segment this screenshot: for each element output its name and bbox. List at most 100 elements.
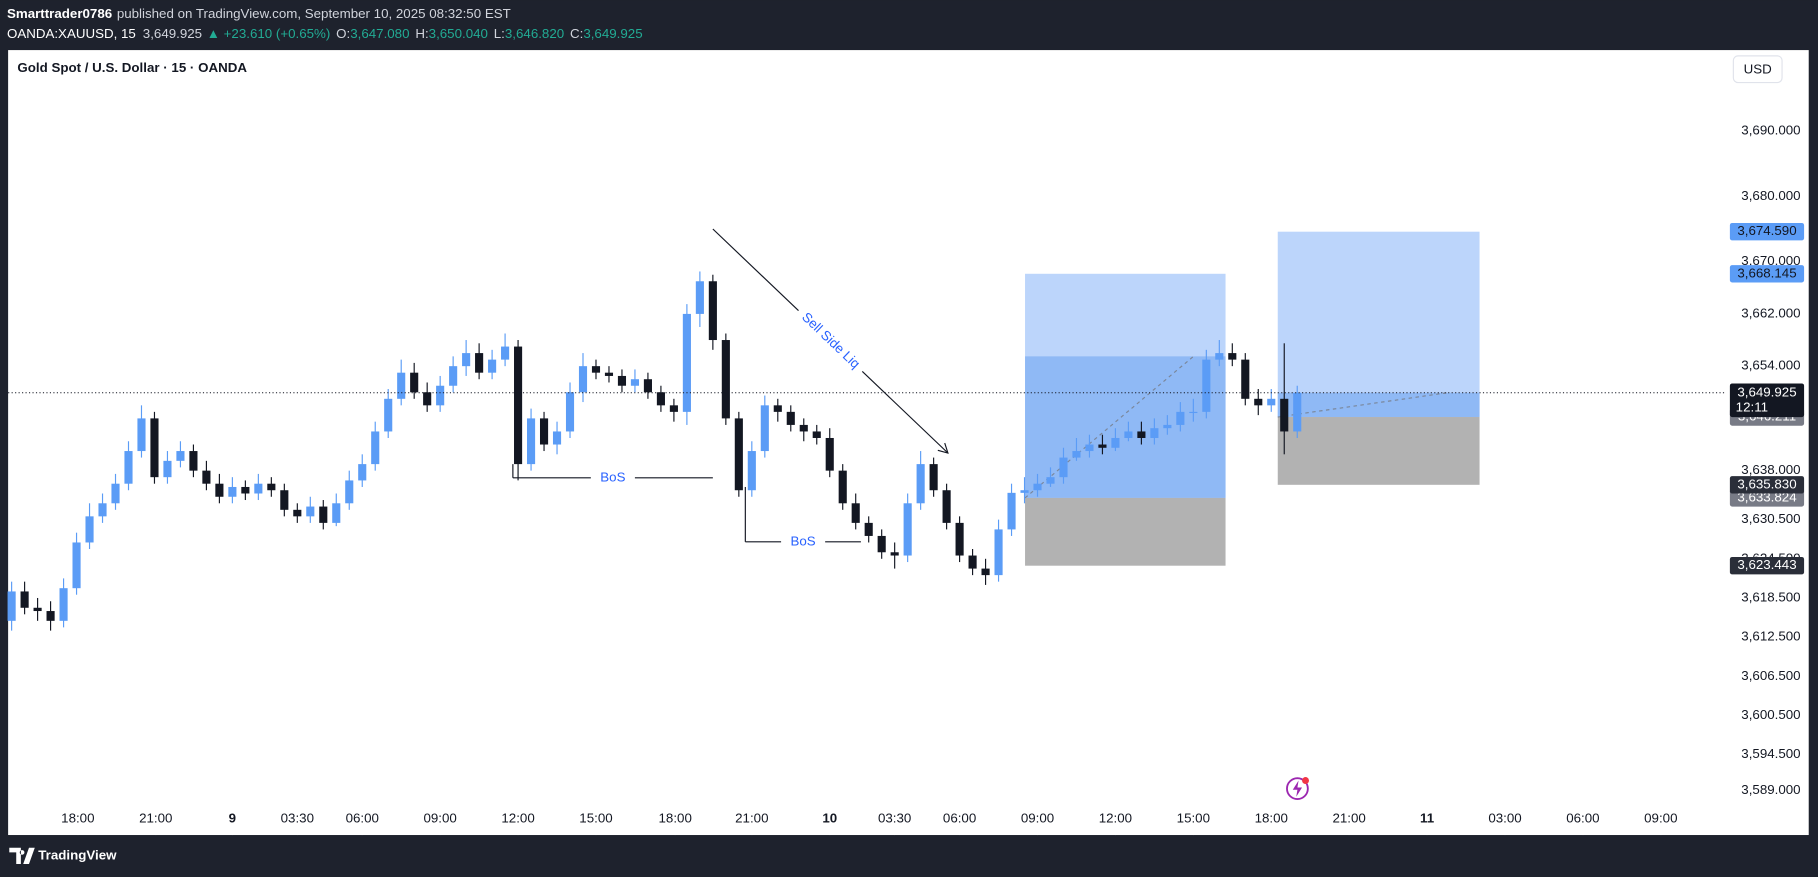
candle-body <box>150 418 159 478</box>
price-tag <box>1729 265 1805 283</box>
bos-label: BoS <box>600 469 625 484</box>
candle-body <box>488 359 497 373</box>
candle-body <box>371 431 380 465</box>
countdown: 12:11 <box>1736 399 1768 414</box>
price-tag <box>1729 557 1805 575</box>
logo-mark <box>9 847 35 865</box>
price-tag-label: 3,668.145 <box>1737 265 1796 280</box>
candle-body <box>293 509 302 517</box>
x-tick-label: 15:00 <box>579 810 612 825</box>
candle-body <box>578 366 588 393</box>
candle-body <box>384 398 393 432</box>
y-tick-label: 3,680.000 <box>1741 188 1800 203</box>
ohlc-key: O: <box>336 25 350 40</box>
candle-body <box>1111 437 1120 448</box>
x-tick-label: 18:00 <box>659 810 692 825</box>
y-tick-label: 3,594.500 <box>1741 746 1800 761</box>
candle-body <box>345 480 354 504</box>
candle-body <box>682 313 691 412</box>
candle-body <box>708 281 717 341</box>
candle-body <box>1228 353 1237 360</box>
candle-body <box>1085 444 1094 452</box>
ohlc-value: 3,650.040 <box>429 25 488 40</box>
candle-body <box>643 379 652 393</box>
price-tag <box>1729 489 1805 507</box>
alert-icon[interactable] <box>1286 777 1310 801</box>
x-tick-label: 21:00 <box>139 810 172 825</box>
candle-body <box>1098 444 1107 448</box>
symbol: OANDA:XAUUSD, 15 <box>7 25 136 40</box>
candle-body <box>773 405 782 412</box>
price-tag-label: 3,674.590 <box>1737 223 1796 238</box>
candle-body <box>319 506 328 523</box>
alert-dot <box>1302 777 1310 785</box>
candle-body <box>1215 353 1224 360</box>
candle-body <box>7 591 16 621</box>
y-tick-label: 3,606.500 <box>1741 668 1800 683</box>
candle-body <box>760 405 769 452</box>
candle-body <box>968 555 977 569</box>
candle-body <box>397 372 406 399</box>
y-tick-label: 3,630.500 <box>1741 511 1800 526</box>
x-tick-label: 10 <box>822 810 837 825</box>
chart-title: Gold Spot / U.S. Dollar · 15 · OANDA <box>17 60 247 75</box>
candle-body <box>436 385 445 406</box>
price-tag-label: 3,635.830 <box>1737 476 1796 491</box>
candle-body <box>501 346 510 360</box>
x-tick-label: 18:00 <box>1255 810 1288 825</box>
candle-body <box>475 353 484 373</box>
candle-body <box>1202 359 1211 412</box>
y-tick-label: 3,662.000 <box>1741 305 1800 320</box>
ohlc-key: H: <box>415 25 428 40</box>
candle-body <box>1241 359 1250 399</box>
candle-body <box>1072 451 1081 458</box>
x-tick-label: 09:00 <box>1021 810 1054 825</box>
candle-body <box>98 503 107 517</box>
candle-body <box>228 486 237 497</box>
candle-body <box>85 516 94 543</box>
candle-body <box>669 405 678 412</box>
y-tick-label: 3,690.000 <box>1741 123 1800 138</box>
alert-bolt <box>1292 780 1303 797</box>
price-tag <box>1729 476 1805 494</box>
currency-button[interactable] <box>1732 55 1783 84</box>
candle-body <box>942 490 951 523</box>
ohlc-value: 3,647.080 <box>350 25 409 40</box>
x-tick-label: 06:00 <box>943 810 976 825</box>
candle-body <box>734 418 743 491</box>
bos-label: BoS <box>791 533 816 548</box>
candle-body <box>604 372 614 376</box>
candle-body <box>111 483 120 504</box>
candle-body <box>514 346 523 465</box>
price-tag-label: 3,623.443 <box>1737 557 1796 572</box>
x-tick-label: 06:00 <box>346 810 379 825</box>
candle-body <box>189 451 198 471</box>
candle-body <box>799 424 808 432</box>
candle-body <box>994 529 1003 576</box>
candle-body <box>1020 490 1029 493</box>
candle-body <box>176 451 185 461</box>
candle-body <box>1267 398 1276 406</box>
candle-body <box>1033 483 1042 491</box>
x-tick-label: 18:00 <box>61 810 94 825</box>
candle-body <box>410 372 419 393</box>
y-tick-label: 3,638.000 <box>1741 462 1800 477</box>
candle-body <box>306 506 315 517</box>
candle-body <box>786 411 795 425</box>
candle-body <box>695 281 704 314</box>
candle-body <box>72 542 81 589</box>
candle-body <box>20 591 29 608</box>
candle-body <box>1293 392 1302 432</box>
byline: published on TradingView.com, September … <box>117 6 511 21</box>
x-tick-label: 09:00 <box>423 810 456 825</box>
stop-zone <box>1277 417 1480 485</box>
candle-body <box>33 607 42 612</box>
candle-body <box>137 418 146 452</box>
candle-body <box>903 503 912 556</box>
candle-body <box>864 522 873 536</box>
candle-body <box>656 392 665 406</box>
target-zone <box>1277 231 1480 418</box>
ohlc-value: 3,649.925 <box>583 25 642 40</box>
chart-pane <box>8 50 1809 836</box>
